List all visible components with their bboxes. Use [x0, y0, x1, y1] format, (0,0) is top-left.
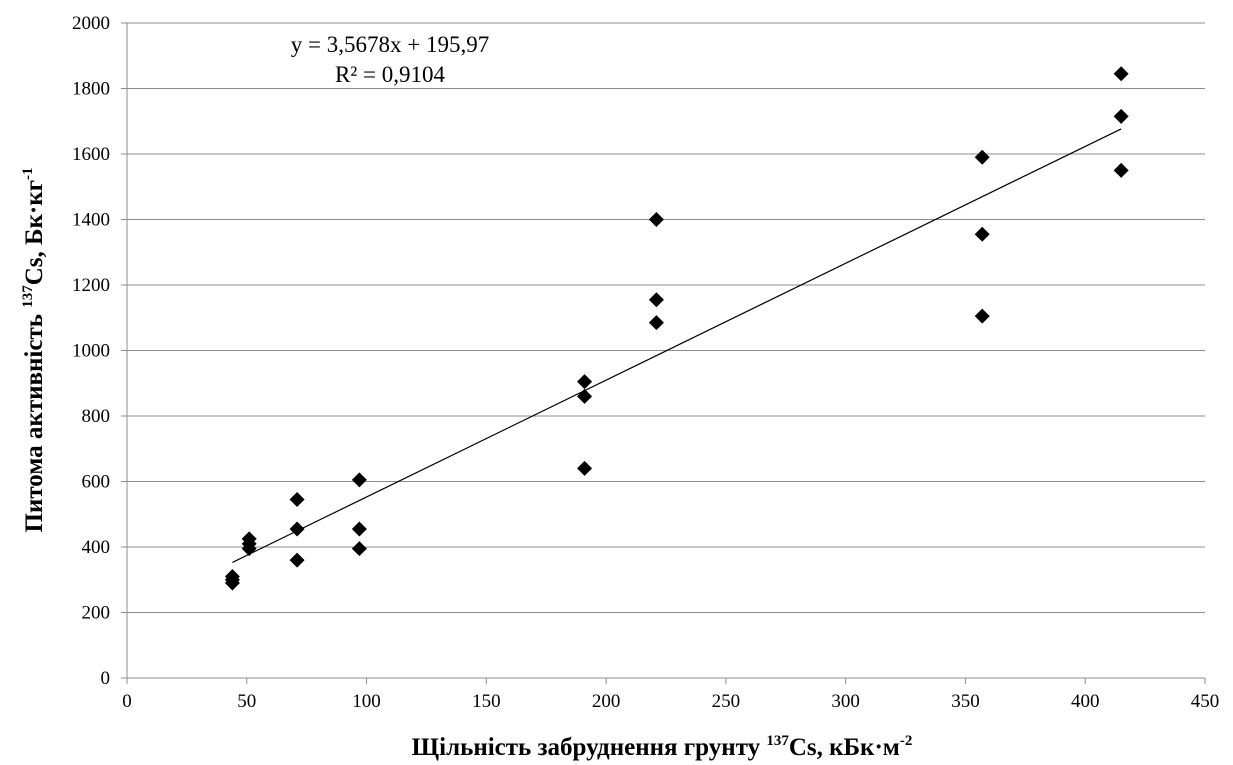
data-point [1113, 162, 1129, 178]
data-point [289, 521, 305, 537]
data-point [648, 212, 664, 227]
data-point [648, 315, 664, 331]
y-tick-label: 600 [82, 472, 111, 493]
data-point [974, 308, 990, 324]
y-tick-label: 800 [82, 406, 111, 427]
y-tick-label: 1600 [72, 144, 110, 165]
data-point [241, 541, 257, 557]
x-tick-label: 0 [122, 691, 132, 712]
data-point [974, 149, 990, 165]
y-tick-label: 1200 [72, 275, 110, 296]
x-tick-label: 150 [472, 691, 501, 712]
data-point [289, 552, 305, 568]
x-axis-title-isotope: Cs, кБк·м [789, 734, 900, 761]
x-tick-label: 50 [237, 691, 256, 712]
y-tick-label: 2000 [72, 13, 110, 34]
y-tick-label: 1800 [72, 79, 110, 100]
data-point [974, 226, 990, 242]
x-tick-label: 400 [1071, 691, 1100, 712]
data-point [289, 492, 305, 508]
y-axis-title-isotope: Cs, Бк·кг [21, 180, 48, 285]
y-axis-title-isotope-mass: 137 [20, 285, 36, 308]
x-axis-title-isotope-mass: 137 [766, 733, 789, 749]
trendline [232, 128, 1122, 563]
x-tick-label: 450 [1191, 691, 1220, 712]
y-tick-label: 1400 [72, 210, 110, 231]
y-tick-label: 400 [82, 537, 111, 558]
x-tick-label: 350 [951, 691, 980, 712]
data-point [577, 374, 593, 390]
data-points [224, 66, 1129, 591]
data-point [577, 460, 593, 476]
data-point [1113, 108, 1129, 124]
y-tick-labels: 0 200 400 600 800 1000 1200 1400 1600 1800 2000 [72, 13, 110, 689]
y-tick-label: 1000 [72, 341, 110, 362]
x-tick-label: 100 [352, 691, 381, 712]
data-point [351, 521, 367, 537]
y-axis-title-prefix: Питома активність [21, 308, 48, 533]
r-squared-label: R² = 0,9104 [335, 62, 445, 87]
data-point [1113, 66, 1129, 82]
x-tick-label: 200 [592, 691, 621, 712]
data-point [577, 388, 593, 404]
x-tick-label: 300 [831, 691, 860, 712]
x-axis-title-unit-exponent: -2 [900, 733, 913, 749]
trendline-equation: y = 3,5678x + 195,97 [291, 32, 489, 57]
y-axis-title: Питома активність 137Cs, Бк·кг-1 [20, 167, 48, 532]
data-point [351, 472, 367, 488]
y-tick-label: 200 [82, 603, 111, 624]
trendline-line [232, 128, 1122, 563]
x-axis-title-prefix: Щільність забруднення грунту [412, 734, 767, 761]
x-axis-title: Щільність забруднення грунту 137Cs, кБк·… [412, 733, 913, 761]
y-tick-label: 0 [101, 668, 111, 689]
data-point [224, 575, 240, 591]
y-axis-title-unit-exponent: -1 [20, 167, 36, 180]
data-point [648, 292, 664, 308]
x-tick-labels: 0 50 100 150 200 250 300 350 400 450 [122, 691, 1219, 712]
gridlines [127, 22, 1205, 613]
data-point [351, 541, 367, 557]
axes [121, 22, 1206, 684]
x-tick-label: 250 [712, 691, 741, 712]
